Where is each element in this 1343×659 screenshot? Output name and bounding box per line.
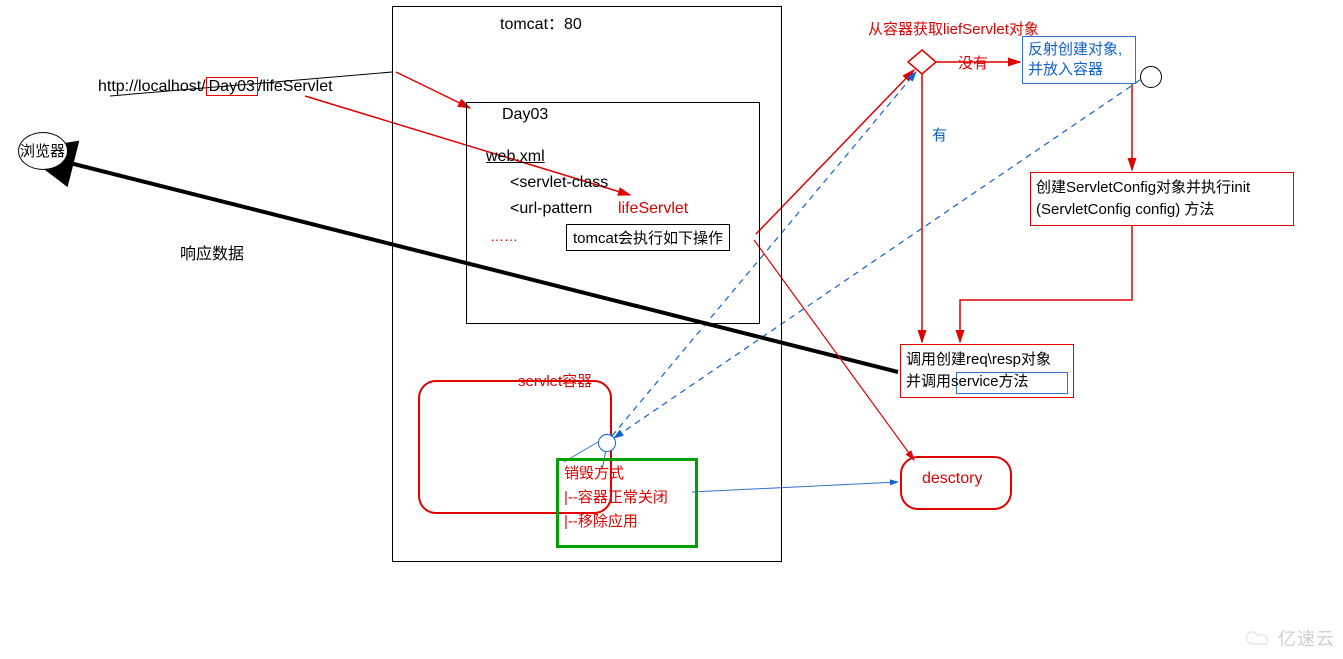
- service-line-0: 调用创建req\resp对象: [906, 348, 1051, 369]
- watermark: 亿速云: [1244, 625, 1335, 651]
- response-label: 响应数据: [180, 240, 244, 264]
- decision-diamond: [908, 50, 936, 74]
- init-line-0: 创建ServletConfig对象并执行init: [1036, 176, 1250, 197]
- reflect-line-1: 并放入容器: [1028, 58, 1103, 79]
- get-lief-label: 从容器获取liefServlet对象: [868, 18, 1039, 39]
- tomcat-exec-box: tomcat会执行如下操作: [566, 224, 730, 251]
- life-servlet-label: lifeServlet: [618, 200, 688, 218]
- servlet-class-line: <servlet-class: [510, 174, 608, 192]
- servlet-container-label: servlet容器: [518, 370, 592, 391]
- edge-init-to-service: [960, 226, 1132, 342]
- container-small-circle: [598, 434, 616, 452]
- browser-label: 浏览器: [20, 140, 65, 161]
- watermark-text: 亿速云: [1278, 625, 1335, 651]
- ellipsis-label: ……: [490, 228, 518, 244]
- reflect-line-0: 反射创建对象,: [1028, 38, 1122, 59]
- destroy-node-label: desctory: [922, 470, 982, 488]
- yes-label: 有: [932, 124, 947, 145]
- reflect-small-circle: [1140, 66, 1162, 88]
- url-suffix: /lifeServlet: [258, 78, 333, 95]
- destroy-line-0: 销毁方式: [564, 462, 624, 483]
- web-xml-label: web.xml: [486, 148, 545, 166]
- destroy-line-1: |--容器正常关闭: [564, 486, 668, 507]
- tomcat-title: tomcat：80: [500, 10, 582, 34]
- request-url: http://localhost/Day03/lifeServlet: [98, 78, 333, 96]
- url-day03: Day03: [206, 77, 258, 96]
- init-line-1: (ServletConfig config) 方法: [1036, 198, 1214, 219]
- day03-title: Day03: [502, 106, 548, 124]
- service-line-1: 并调用service方法: [906, 370, 1029, 391]
- no-label: 没有: [958, 52, 988, 73]
- destroy-line-2: |--移除应用: [564, 510, 638, 531]
- url-prefix: http://localhost/: [98, 78, 206, 95]
- url-pattern-line: <url-pattern: [510, 200, 592, 218]
